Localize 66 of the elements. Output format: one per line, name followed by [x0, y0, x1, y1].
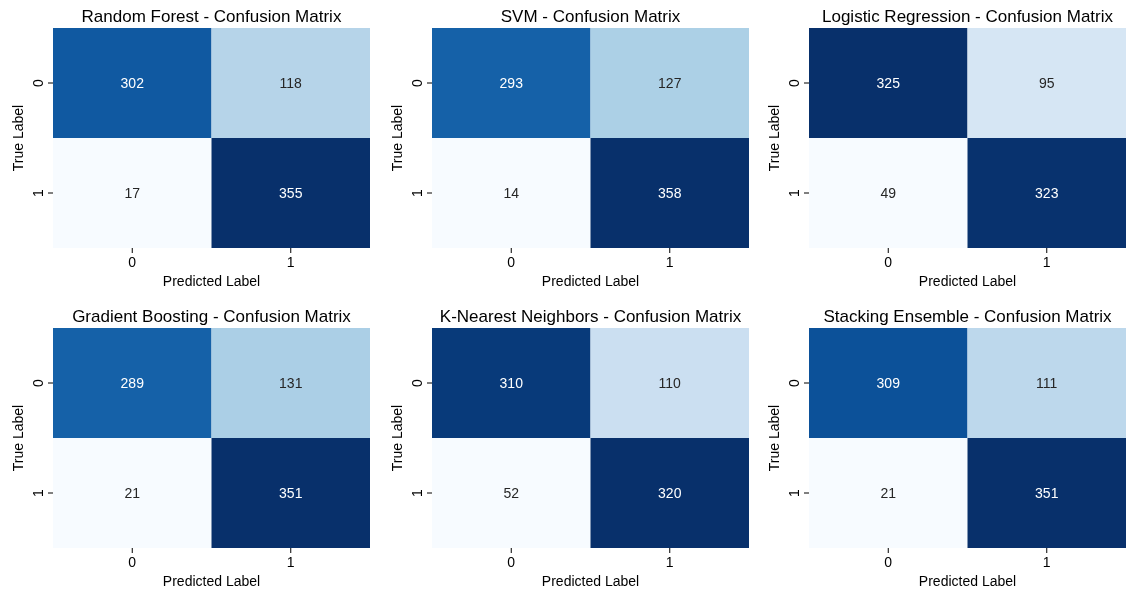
- chart-title: Gradient Boosting - Confusion Matrix: [72, 307, 352, 326]
- y-tick-label: 0: [786, 78, 802, 87]
- data-label: 52: [503, 484, 520, 501]
- data-label: 95: [1038, 74, 1055, 91]
- x-axis-title: Predicted Label: [162, 273, 261, 289]
- y-tick-label: 1: [30, 188, 46, 197]
- x-axis-title: Predicted Label: [541, 573, 640, 589]
- data-label: 127: [658, 74, 682, 91]
- data-label: 17: [124, 184, 141, 201]
- data-label: 293: [499, 74, 524, 91]
- x-tick-label: 0: [128, 554, 137, 570]
- data-label: 131: [279, 374, 303, 391]
- y-axis-title: True Label: [389, 104, 405, 172]
- x-tick-label: 1: [1042, 254, 1051, 270]
- chart-title: K-Nearest Neighbors - Confusion Matrix: [439, 307, 742, 326]
- data-label: 351: [1035, 484, 1059, 501]
- y-axis-title: True Label: [10, 404, 26, 472]
- x-tick-label: 0: [128, 254, 137, 270]
- data-label: 111: [1036, 374, 1058, 391]
- y-tick-label: 1: [409, 188, 425, 197]
- data-label: 118: [279, 74, 303, 91]
- y-axis-title: True Label: [766, 404, 782, 472]
- data-label: 358: [658, 184, 682, 201]
- x-tick-label: 0: [884, 254, 893, 270]
- data-label: 14: [503, 184, 520, 201]
- data-label: 21: [124, 484, 141, 501]
- data-label: 325: [876, 74, 901, 91]
- chart-title: Stacking Ensemble - Confusion Matrix: [823, 307, 1113, 326]
- data-label: 355: [279, 184, 303, 201]
- x-tick-label: 1: [1042, 554, 1051, 570]
- x-tick-label: 1: [665, 254, 674, 270]
- y-tick-label: 0: [30, 378, 46, 387]
- x-tick-label: 0: [884, 554, 893, 570]
- chart-title: Random Forest - Confusion Matrix: [81, 7, 342, 26]
- x-tick-label: 1: [286, 254, 295, 270]
- y-tick-label: 1: [786, 188, 802, 197]
- x-tick-label: 0: [507, 254, 516, 270]
- data-label: 351: [279, 484, 303, 501]
- x-tick-label: 1: [286, 554, 295, 570]
- data-label: 320: [658, 484, 682, 501]
- y-axis-title: True Label: [10, 104, 26, 172]
- y-tick-label: 0: [409, 378, 425, 387]
- y-axis-title: True Label: [389, 404, 405, 472]
- x-axis-title: Predicted Label: [918, 573, 1017, 589]
- x-axis-title: Predicted Label: [162, 573, 261, 589]
- y-tick-label: 1: [786, 488, 802, 497]
- data-label: 49: [880, 184, 897, 201]
- y-tick-label: 0: [786, 378, 802, 387]
- data-label: 302: [120, 74, 145, 91]
- data-label: 110: [658, 374, 682, 391]
- x-axis-title: Predicted Label: [541, 273, 640, 289]
- y-tick-label: 0: [409, 78, 425, 87]
- x-tick-label: 0: [507, 554, 516, 570]
- data-label: 289: [120, 374, 145, 391]
- y-axis-title: True Label: [766, 104, 782, 172]
- data-label: 310: [499, 374, 524, 391]
- y-tick-label: 1: [30, 488, 46, 497]
- chart-title: Logistic Regression - Confusion Matrix: [821, 7, 1114, 26]
- data-label: 309: [876, 374, 901, 391]
- y-tick-label: 0: [30, 78, 46, 87]
- x-axis-title: Predicted Label: [918, 273, 1017, 289]
- data-label: 323: [1035, 184, 1059, 201]
- chart-title: SVM - Confusion Matrix: [500, 7, 681, 26]
- x-tick-label: 1: [665, 554, 674, 570]
- y-tick-label: 1: [409, 488, 425, 497]
- data-label: 21: [880, 484, 897, 501]
